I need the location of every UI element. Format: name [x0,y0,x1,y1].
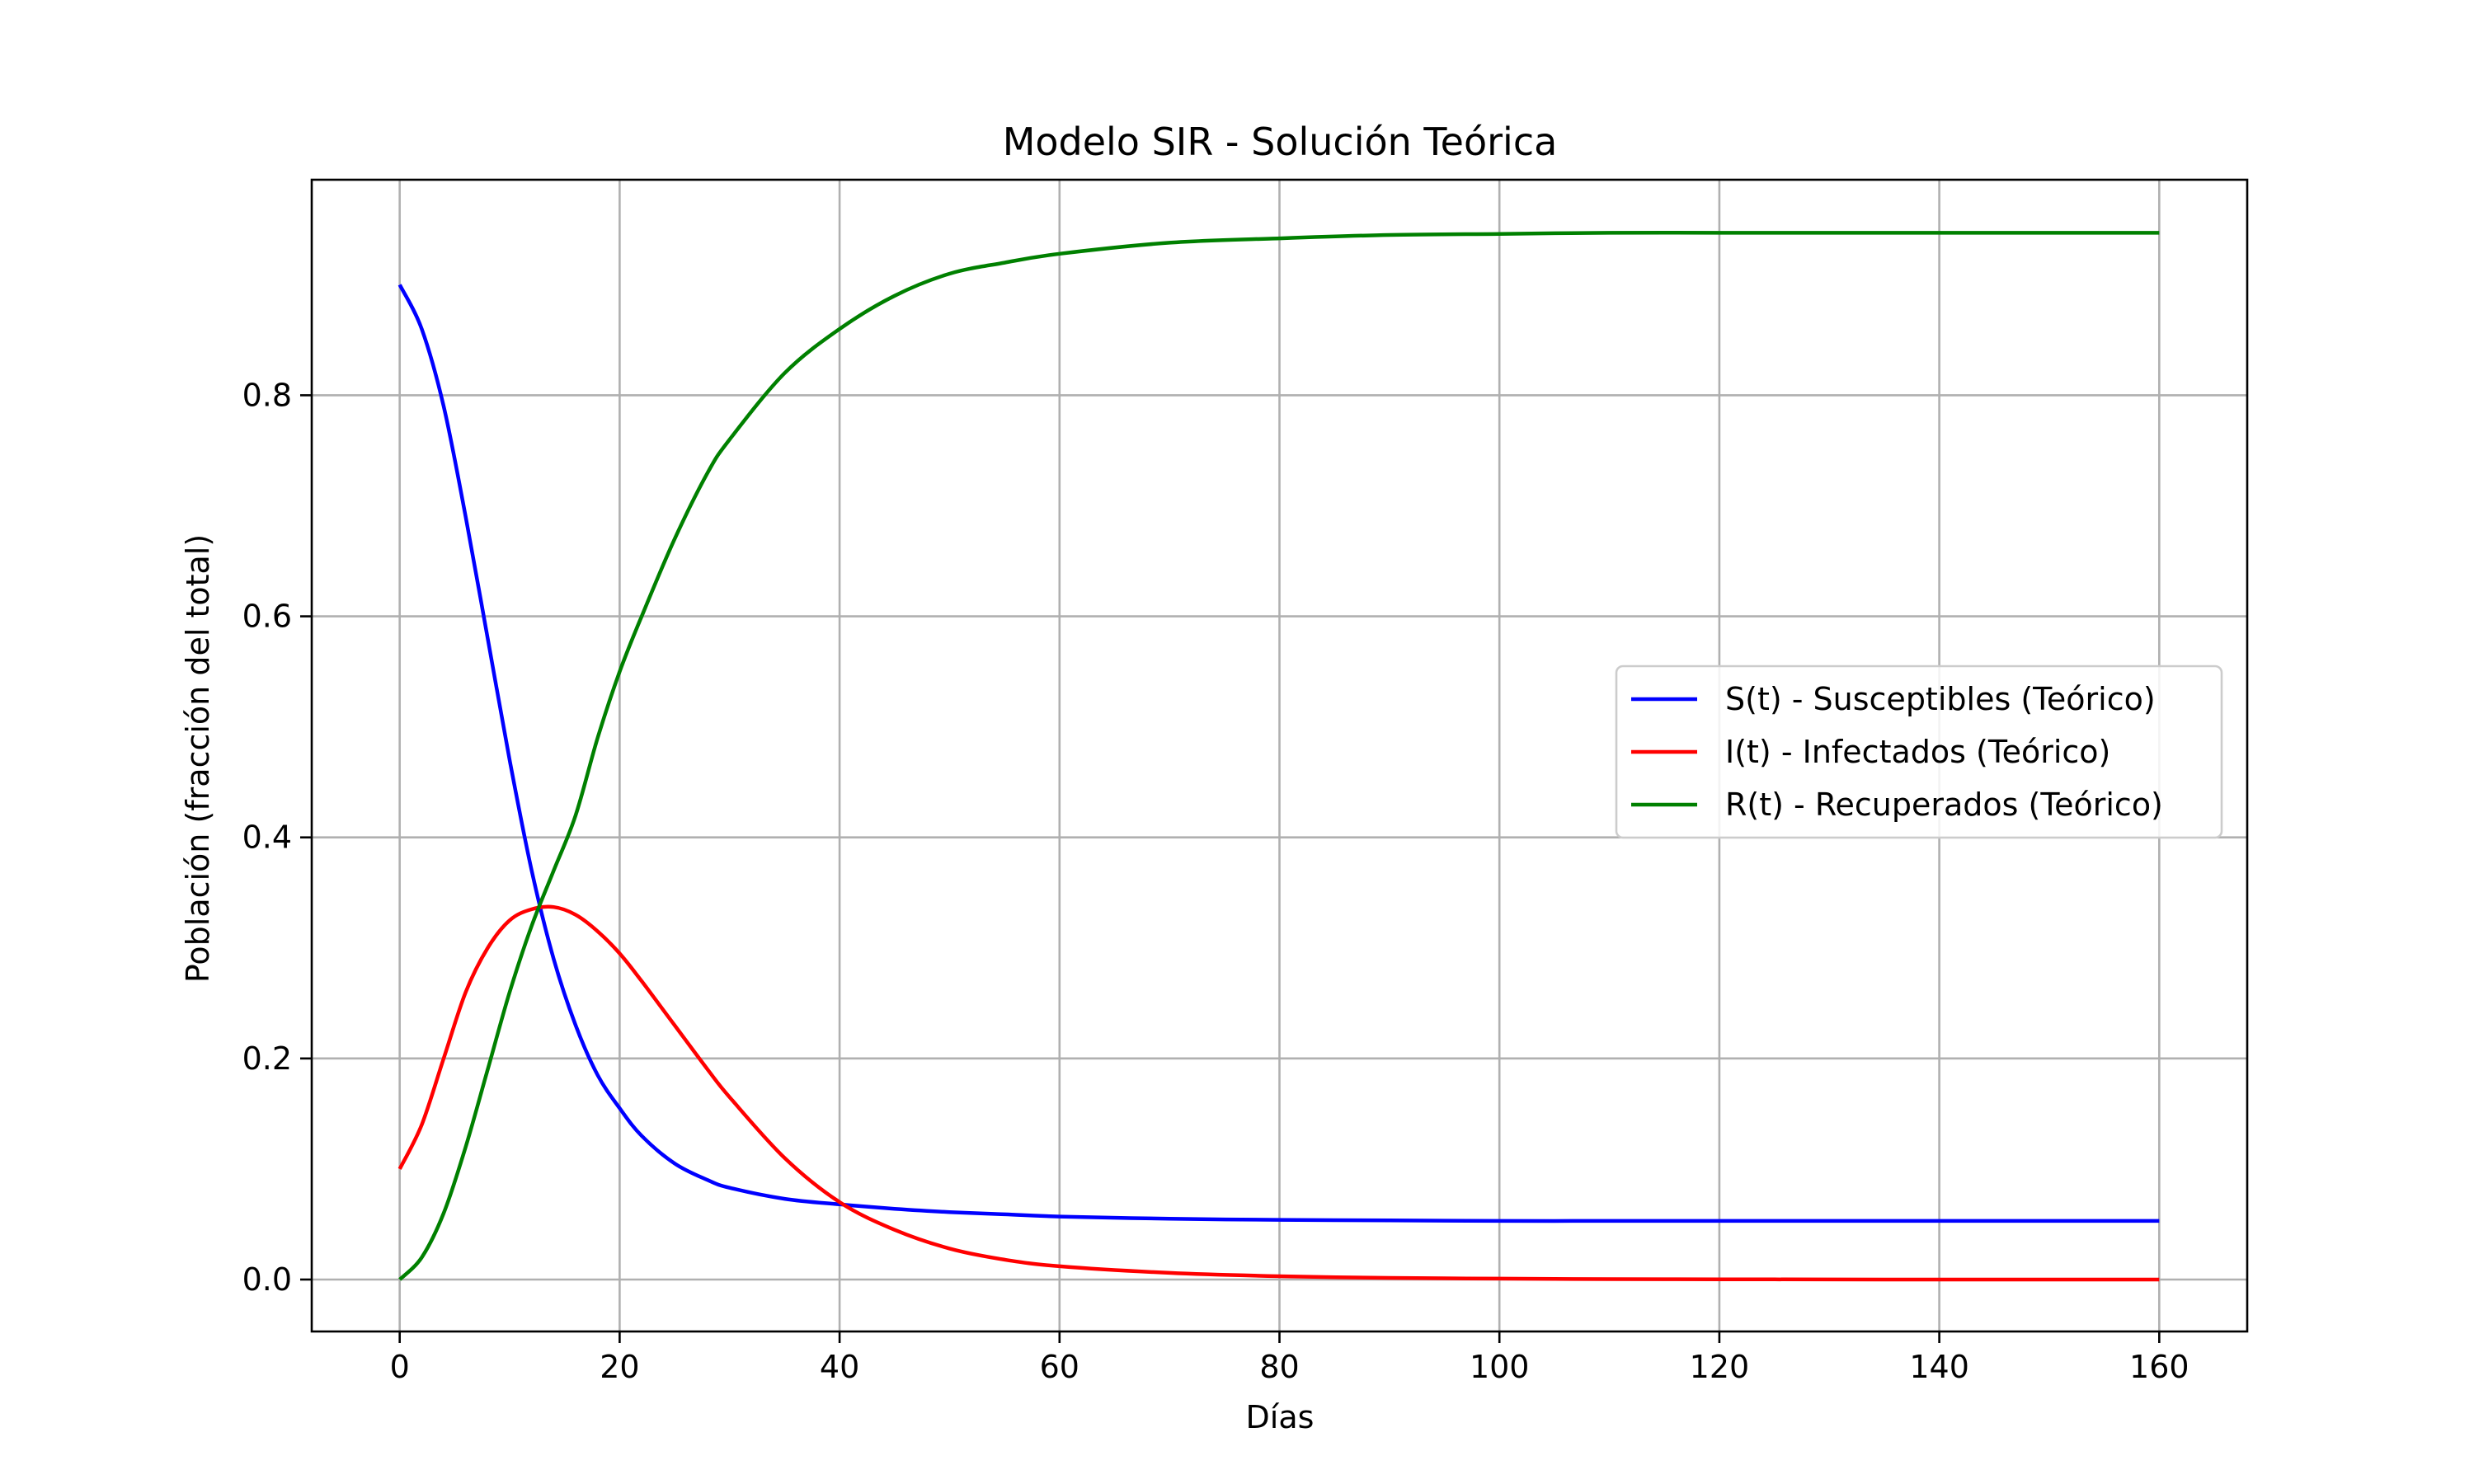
series-line-susceptibles [397,284,2160,1223]
y-tick-label: 0.0 [242,1261,292,1298]
legend: S(t) - Susceptibles (Teórico) I(t) - Inf… [1615,665,2223,839]
series-line-infectados [397,904,2160,1282]
y-tick-label: 0.2 [242,1040,292,1077]
legend-box [1615,665,2223,839]
legend-label-s: S(t) - Susceptibles (Teórico) [1725,681,2156,717]
x-tick-label: 40 [820,1349,859,1385]
x-tick-label: 120 [1690,1349,1750,1385]
chart-title: Modelo SIR - Solución Teórica [1003,120,1558,164]
x-tick-label: 60 [1040,1349,1079,1385]
x-tick-label: 80 [1259,1349,1299,1385]
x-tick-label: 140 [1909,1349,1969,1385]
series-lines [397,231,2160,1282]
y-tick-label: 0.8 [242,377,292,413]
legend-label-i: I(t) - Infectados (Teórico) [1725,734,2110,770]
axis-ticks: 0 20 40 60 80 100 120 140 160 0.0 0.2 0.4 0.6 0.8 [242,377,2189,1385]
y-axis-label: Población (fracción del total) [180,534,216,983]
x-tick-label: 160 [2129,1349,2189,1385]
legend-label-r: R(t) - Recuperados (Teórico) [1725,787,2163,823]
y-tick-label: 0.6 [242,599,292,635]
x-axis-label: Días [1246,1399,1315,1435]
series-line-recuperados [398,231,2160,1281]
x-tick-label: 20 [600,1349,639,1385]
y-tick-label: 0.4 [242,819,292,856]
x-tick-label: 0 [390,1349,410,1385]
x-tick-label: 100 [1470,1349,1530,1385]
